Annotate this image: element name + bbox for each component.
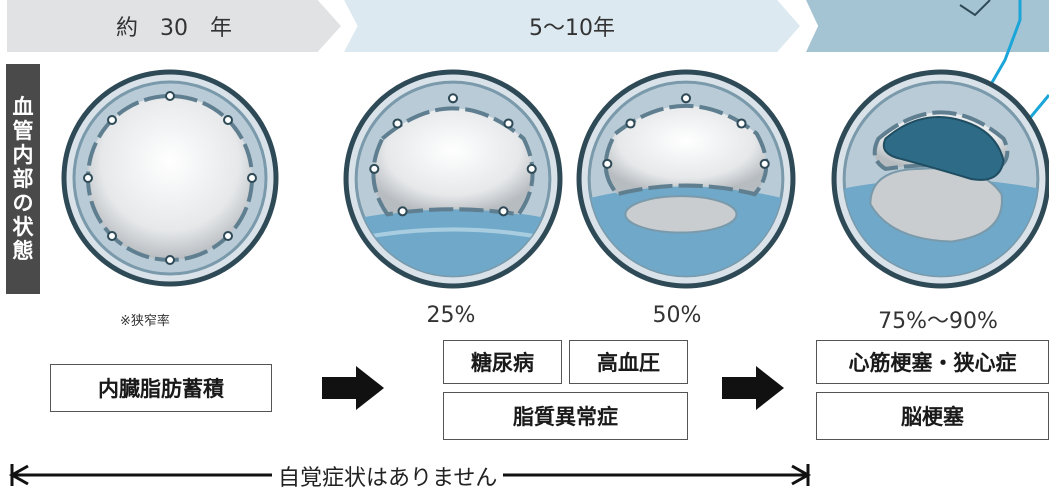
- timeline-stage-5-10-years-label: 5〜10年: [529, 16, 615, 41]
- condition-stroke: 脳梗塞: [816, 392, 1049, 440]
- vessel-healthy: [61, 69, 279, 287]
- timeline-stage-30-years: 約 30 年: [7, 0, 341, 52]
- condition-dyslipidemia: 脂質異常症: [443, 392, 688, 440]
- condition-diabetes-label: 糖尿病: [471, 351, 534, 375]
- vessel-state-label: 血管内部の状態: [6, 64, 40, 294]
- condition-hypertension: 高血圧: [569, 340, 688, 384]
- condition-diabetes: 糖尿病: [443, 340, 562, 384]
- timeline-stage-final: [806, 0, 1049, 52]
- condition-hypertension-label: 高血圧: [597, 351, 660, 375]
- condition-heart-disease: 心筋梗塞・狭心症: [816, 340, 1049, 384]
- stenosis-rate-note: ※狭窄率: [120, 314, 170, 329]
- stenosis-75-90: 75%〜90%: [878, 309, 998, 334]
- condition-visceral-fat: 内臓脂肪蓄積: [50, 364, 272, 412]
- vessel-state-label-text: 血管内部の状態: [12, 95, 34, 263]
- stenosis-50: 50%: [652, 303, 702, 328]
- vessel-50-percent: [576, 69, 796, 289]
- timeline-stage-30-years-label: 約 30 年: [116, 16, 232, 41]
- progression-arrow-2: [722, 366, 784, 410]
- vessel-25-percent: [343, 69, 563, 289]
- vessel-75-90-percent: [831, 69, 1049, 289]
- condition-stroke-label: 脳梗塞: [901, 405, 964, 429]
- condition-dyslipidemia-label: 脂質異常症: [513, 405, 618, 429]
- condition-visceral-fat-label: 内臓脂肪蓄積: [98, 377, 224, 401]
- condition-heart-disease-label: 心筋梗塞・狭心症: [848, 351, 1017, 375]
- progression-arrow-1: [322, 366, 384, 410]
- timeline-stage-5-10-years: 5〜10年: [344, 0, 800, 52]
- no-symptoms-label: 自覚症状はありません: [272, 460, 504, 492]
- stenosis-25: 25%: [426, 303, 476, 328]
